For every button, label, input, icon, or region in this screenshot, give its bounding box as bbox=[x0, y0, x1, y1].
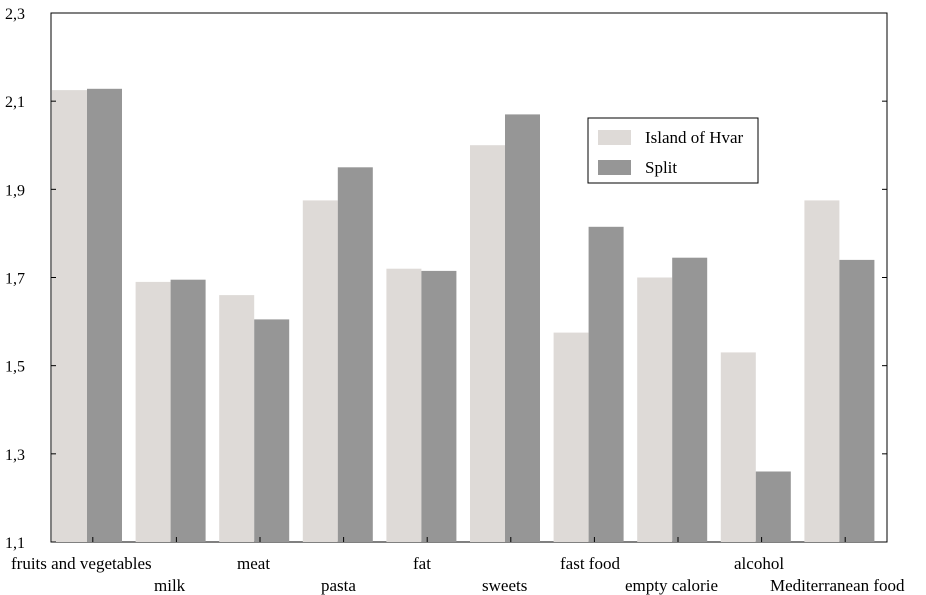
x-tick-label: empty calorie bbox=[625, 576, 718, 595]
legend-label-hvar: Island of Hvar bbox=[645, 128, 744, 147]
y-tick-label: 1,7 bbox=[5, 271, 25, 288]
bar-hvar-9 bbox=[804, 200, 840, 542]
y-tick-label: 1,3 bbox=[5, 447, 25, 464]
bar-split-3 bbox=[337, 167, 373, 543]
legend-swatch-split bbox=[598, 160, 631, 175]
y-tick-label: 1,9 bbox=[5, 182, 25, 199]
legend: Island of Hvar Split bbox=[587, 117, 759, 184]
bar-hvar-0 bbox=[52, 90, 87, 542]
x-tick-label: fruits and vegetables bbox=[11, 554, 152, 573]
bar-split-4 bbox=[421, 270, 457, 542]
bar-split-6 bbox=[588, 226, 624, 543]
bar-split-2 bbox=[254, 319, 290, 542]
x-tick-label: fast food bbox=[560, 554, 620, 573]
bar-hvar-2 bbox=[219, 295, 255, 542]
y-tick-label: 2,1 bbox=[5, 94, 25, 111]
bar-hvar-6 bbox=[553, 332, 589, 542]
bar-split-0 bbox=[87, 88, 122, 543]
bar-hvar-7 bbox=[637, 277, 673, 542]
y-axis: 1,1 1,3 1,5 1,7 1,9 2,1 2,3 bbox=[5, 6, 887, 552]
bar-hvar-1 bbox=[135, 281, 171, 542]
bar-split-8 bbox=[755, 471, 791, 542]
legend-swatch-hvar bbox=[598, 130, 631, 145]
y-tick-label: 1,5 bbox=[5, 359, 25, 376]
x-tick-label: Mediterranean food bbox=[770, 576, 905, 595]
bar-hvar-5 bbox=[470, 145, 505, 542]
bars-layer bbox=[52, 88, 875, 543]
x-tick-label: alcohol bbox=[734, 554, 784, 573]
bar-split-9 bbox=[839, 259, 875, 542]
x-tick-label: pasta bbox=[321, 576, 356, 595]
bar-split-7 bbox=[672, 257, 708, 542]
bar-split-5 bbox=[505, 114, 540, 543]
y-tick-label: 1,1 bbox=[5, 535, 25, 552]
x-tick-label: meat bbox=[237, 554, 270, 573]
x-tick-label: fat bbox=[413, 554, 431, 573]
bar-split-1 bbox=[170, 279, 206, 542]
legend-label-split: Split bbox=[645, 158, 677, 177]
bar-hvar-8 bbox=[720, 352, 756, 542]
x-tick-label: milk bbox=[154, 576, 186, 595]
x-tick-label: sweets bbox=[482, 576, 527, 595]
bar-hvar-4 bbox=[386, 268, 422, 542]
y-tick-label: 2,3 bbox=[5, 6, 25, 23]
bar-hvar-3 bbox=[302, 200, 338, 542]
